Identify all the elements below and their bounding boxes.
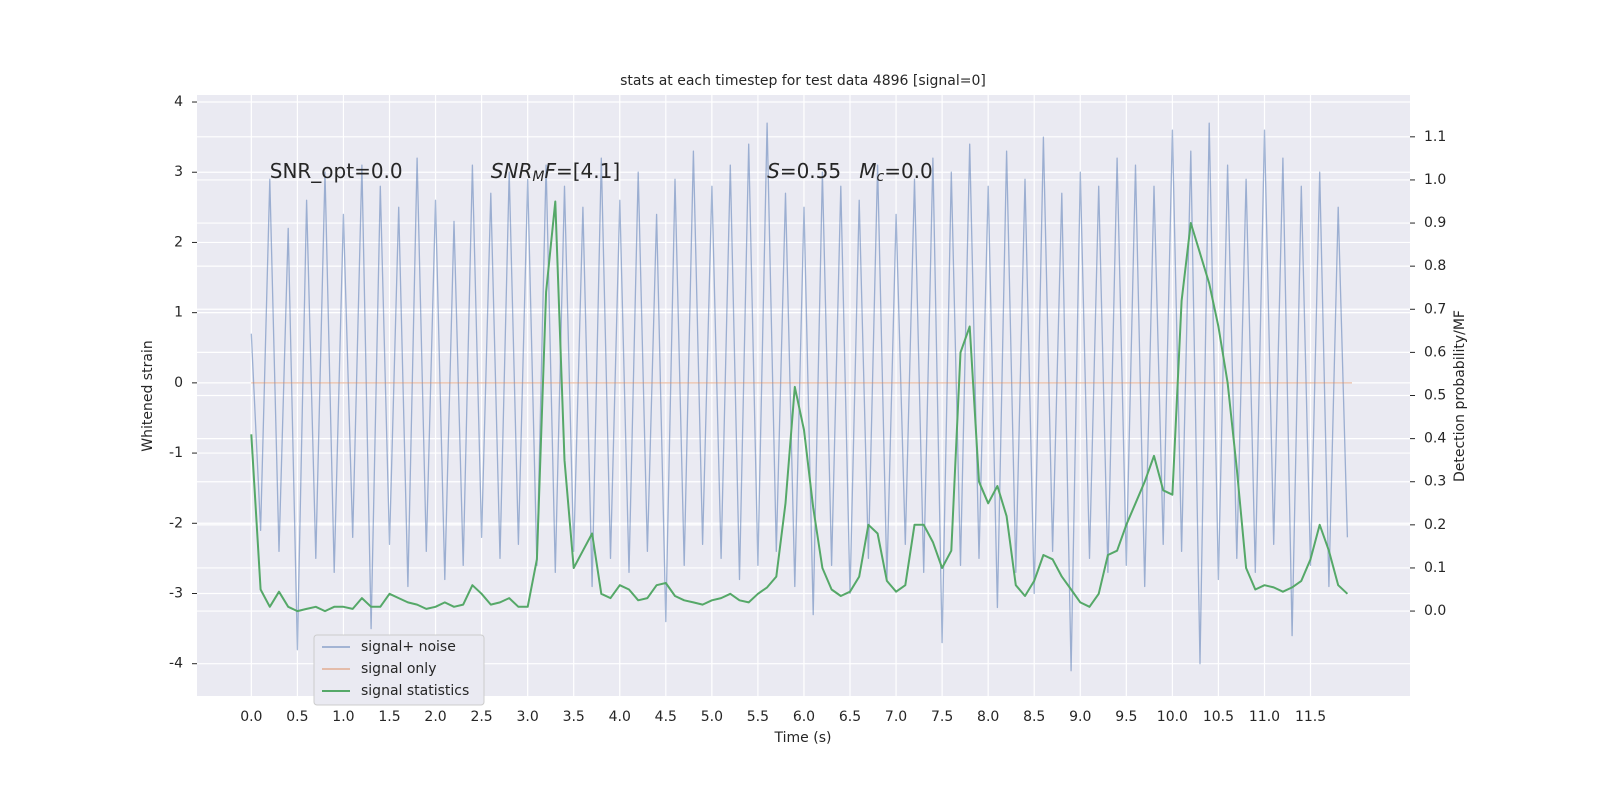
x-tick-label: 7.5 [931, 709, 953, 725]
y-axis-label: Whitened strain [140, 340, 156, 451]
annotation-run: S [767, 159, 780, 183]
y2-tick-label: 0.2 [1424, 517, 1446, 533]
x-tick-label: 8.0 [977, 709, 999, 725]
y2-axis-label: Detection probability/MF [1452, 310, 1468, 482]
annotation: S=0.55 [767, 159, 841, 183]
annotation-run: =[4.1] [556, 159, 620, 183]
y-tick-label: -2 [169, 515, 183, 531]
x-tick-label: 11.5 [1295, 709, 1326, 725]
x-tick-label: 10.5 [1203, 709, 1234, 725]
x-tick-label: 6.0 [793, 709, 815, 725]
series-line [250, 200, 1349, 613]
y-tick-label: 1 [174, 305, 183, 321]
legend-box [313, 634, 485, 706]
y2-tick-label: 0.1 [1424, 560, 1446, 576]
x-tick-label: 1.5 [378, 709, 400, 725]
annotation: Mc=0.0 [859, 159, 933, 186]
x-tick-label: 1.0 [332, 709, 354, 725]
x-tick-label: 0.5 [286, 709, 308, 725]
y-tick-label: -3 [169, 585, 183, 601]
x-tick-label: 8.5 [1023, 709, 1045, 725]
annotation: SNR_opt=0.0 [270, 159, 403, 183]
x-tick-label: 0.0 [240, 709, 262, 725]
y2-tick-label: 0.8 [1424, 258, 1446, 274]
annotation-run: M [532, 169, 544, 185]
legend-label: signal+ noise [361, 639, 456, 655]
x-axis-label: Time (s) [774, 730, 832, 746]
y-tick-label: 0 [174, 375, 183, 391]
x-tick-label: 11.0 [1249, 709, 1280, 725]
y-tick-label: 4 [174, 94, 183, 110]
y-tick-label: 2 [174, 234, 183, 250]
annotation-run: =0.0 [884, 159, 933, 183]
y2-tick-label: 1.1 [1424, 129, 1446, 145]
chart-title: stats at each timestep for test data 489… [620, 73, 986, 89]
annotation-run: SNR [491, 159, 533, 183]
x-tick-label: 10.0 [1157, 709, 1188, 725]
y2-tick-label: 0.5 [1424, 388, 1446, 404]
x-tick-label: 4.5 [655, 709, 677, 725]
x-tick-label: 4.0 [609, 709, 631, 725]
y-tick-label: -4 [169, 656, 183, 672]
x-tick-label: 9.0 [1069, 709, 1091, 725]
x-tick-label: 6.5 [839, 709, 861, 725]
x-tick-label: 2.0 [424, 709, 446, 725]
y2-tick-label: 1.0 [1424, 172, 1446, 188]
y-tick-label: -1 [169, 445, 183, 461]
legend-label: signal only [361, 661, 436, 677]
annotation-run: c [876, 169, 884, 185]
annotation: SNRMF=[4.1] [491, 159, 620, 186]
x-tick-label: 2.5 [470, 709, 492, 725]
x-tick-label: 5.0 [701, 709, 723, 725]
y-tick-label: 3 [174, 164, 183, 180]
x-tick-label: 7.0 [885, 709, 907, 725]
series-line [250, 122, 1349, 672]
x-tick-label: 3.5 [563, 709, 585, 725]
annotation-run: =0.55 [780, 159, 841, 183]
x-tick-label: 9.5 [1115, 709, 1137, 725]
y2-tick-label: 0.4 [1424, 431, 1446, 447]
x-tick-label: 5.5 [747, 709, 769, 725]
y2-tick-label: 0.7 [1424, 301, 1446, 317]
annotation-run: M [859, 159, 876, 183]
legend-label: signal statistics [361, 683, 469, 699]
y2-tick-label: 0.9 [1424, 215, 1446, 231]
annotation-run: F [544, 159, 556, 183]
annotation-run: SNR_opt=0.0 [270, 159, 403, 183]
y2-tick-label: 0.0 [1424, 603, 1446, 619]
y2-tick-label: 0.6 [1424, 344, 1446, 360]
x-tick-label: 3.0 [517, 709, 539, 725]
y2-tick-label: 0.3 [1424, 474, 1446, 490]
